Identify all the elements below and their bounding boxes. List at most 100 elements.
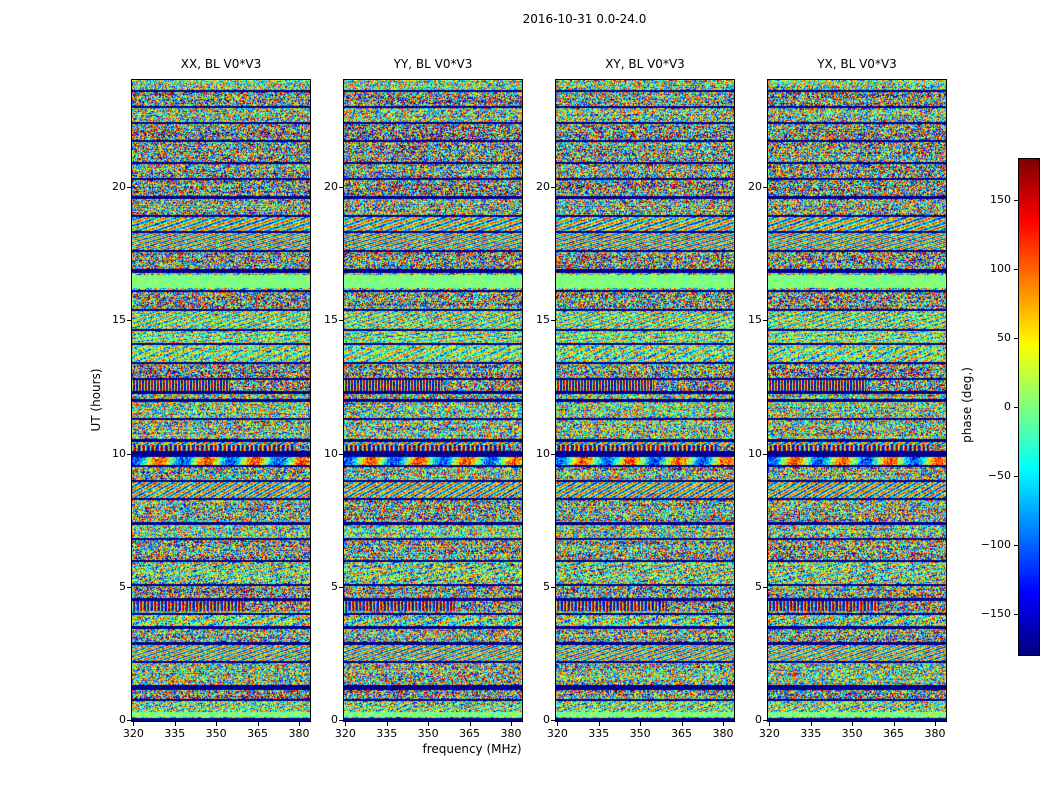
x-tick-label: 335 bbox=[588, 727, 610, 740]
y-tick-label: 20 bbox=[324, 179, 338, 193]
panel-title-xy: XY, BL V0*V3 bbox=[605, 57, 685, 71]
y-tick-mark bbox=[339, 186, 343, 188]
x-tick-label: 380 bbox=[712, 727, 734, 740]
phase-heatmap-canvas-xy bbox=[556, 80, 734, 721]
y-tick-mark bbox=[339, 320, 343, 322]
y-tick-mark bbox=[763, 186, 767, 188]
x-tick-label: 365 bbox=[459, 727, 481, 740]
colorbar-tick-mark bbox=[1014, 544, 1018, 546]
x-tick-mark bbox=[598, 722, 600, 726]
phase-heatmap-canvas-xx bbox=[132, 80, 310, 721]
x-tick-mark bbox=[640, 722, 642, 726]
y-tick-label: 10 bbox=[748, 446, 762, 460]
x-axis-label: frequency (MHz) bbox=[422, 742, 522, 756]
colorbar-tick-mark bbox=[1014, 613, 1018, 615]
y-tick-label: 20 bbox=[748, 179, 762, 193]
x-tick-label: 350 bbox=[629, 727, 651, 740]
colorbar-tick-label: 0 bbox=[1004, 400, 1011, 413]
x-tick-label: 380 bbox=[500, 727, 522, 740]
x-tick-mark bbox=[852, 722, 854, 726]
y-tick-label: 5 bbox=[331, 580, 338, 594]
y-tick-mark bbox=[551, 186, 555, 188]
y-tick-label: 15 bbox=[536, 313, 550, 327]
y-tick-mark bbox=[127, 720, 131, 721]
y-tick-mark bbox=[127, 320, 131, 322]
colorbar-tick-label: −50 bbox=[987, 468, 1011, 482]
y-tick-mark bbox=[763, 453, 767, 455]
x-tick-label: 365 bbox=[883, 727, 905, 740]
colorbar-tick-mark bbox=[1014, 269, 1018, 271]
x-tick-mark bbox=[722, 722, 724, 726]
panel-xx: XX, BL V0*V3 320 335 350 365 380 0 5 10 15 20 bbox=[112, 57, 311, 740]
x-tick-mark bbox=[557, 722, 559, 726]
x-tick-mark bbox=[133, 722, 135, 726]
x-tick-label: 350 bbox=[841, 727, 863, 740]
panel-title-yy: YY, BL V0*V3 bbox=[393, 57, 473, 71]
colorbar-tick-label: 100 bbox=[990, 262, 1011, 276]
y-tick-label: 15 bbox=[112, 313, 126, 327]
y-tick-mark bbox=[551, 587, 555, 589]
x-tick-mark bbox=[934, 722, 936, 726]
colorbar-tick-label: −150 bbox=[980, 606, 1011, 620]
y-tick-label: 0 bbox=[543, 713, 550, 726]
panel-yx: YX, BL V0*V3 320 335 350 365 380 0 5 10 15 20 bbox=[748, 57, 947, 740]
y-tick-mark bbox=[127, 587, 131, 589]
x-tick-mark bbox=[386, 722, 388, 726]
panel-yy: YY, BL V0*V3 320 335 350 365 380 0 5 10 15 20 bbox=[324, 57, 523, 740]
y-tick-mark bbox=[763, 320, 767, 322]
x-tick-mark bbox=[769, 722, 771, 726]
colorbar-gradient-canvas bbox=[1019, 159, 1039, 655]
y-tick-label: 15 bbox=[748, 313, 762, 327]
x-tick-label: 320 bbox=[334, 727, 356, 740]
y-tick-label: 10 bbox=[536, 446, 550, 460]
figure-title: 2016-10-31 0.0-24.0 bbox=[522, 12, 647, 26]
x-tick-label: 380 bbox=[924, 727, 946, 740]
y-tick-mark bbox=[763, 720, 767, 721]
panel-title-xx: XX, BL V0*V3 bbox=[180, 57, 262, 71]
colorbar-tick-label: −100 bbox=[980, 537, 1011, 551]
x-tick-mark bbox=[216, 722, 218, 726]
y-tick-label: 0 bbox=[119, 713, 126, 726]
x-tick-label: 320 bbox=[122, 727, 144, 740]
y-tick-mark bbox=[339, 720, 343, 721]
x-tick-label: 350 bbox=[417, 727, 439, 740]
panel-title-yx: YX, BL V0*V3 bbox=[817, 57, 897, 71]
x-tick-label: 335 bbox=[800, 727, 822, 740]
x-tick-mark bbox=[810, 722, 812, 726]
y-tick-mark bbox=[551, 453, 555, 455]
x-tick-label: 365 bbox=[247, 727, 269, 740]
y-tick-label: 5 bbox=[755, 580, 762, 594]
colorbar-tick-label: 150 bbox=[990, 193, 1011, 207]
colorbar-label: phase (deg.) bbox=[960, 367, 974, 443]
x-tick-mark bbox=[893, 722, 895, 726]
phase-heatmap-canvas-yx bbox=[768, 80, 946, 721]
x-tick-mark bbox=[681, 722, 683, 726]
colorbar: 150 100 50 0 −50 −100 −150 bbox=[981, 158, 1040, 656]
x-tick-mark bbox=[257, 722, 259, 726]
x-tick-label: 350 bbox=[205, 727, 227, 740]
y-tick-label: 5 bbox=[119, 580, 126, 594]
colorbar-tick-mark bbox=[1014, 475, 1018, 477]
x-tick-label: 365 bbox=[671, 727, 693, 740]
y-tick-label: 10 bbox=[324, 446, 338, 460]
y-tick-label: 5 bbox=[543, 580, 550, 594]
x-tick-label: 335 bbox=[376, 727, 398, 740]
x-tick-label: 320 bbox=[758, 727, 780, 740]
panel-xy: XY, BL V0*V3 320 335 350 365 380 0 5 10 15 20 bbox=[536, 57, 735, 740]
x-tick-mark bbox=[345, 722, 347, 726]
y-tick-label: 20 bbox=[112, 179, 126, 193]
y-tick-mark bbox=[763, 587, 767, 589]
y-tick-mark bbox=[127, 186, 131, 188]
y-tick-mark bbox=[551, 720, 555, 721]
colorbar-tick-mark bbox=[1014, 407, 1018, 408]
y-tick-label: 10 bbox=[112, 446, 126, 460]
y-tick-mark bbox=[339, 453, 343, 455]
x-tick-mark bbox=[298, 722, 300, 726]
colorbar-tick-label: 50 bbox=[997, 331, 1011, 345]
x-tick-mark bbox=[174, 722, 176, 726]
x-tick-label: 335 bbox=[164, 727, 186, 740]
x-tick-label: 380 bbox=[288, 727, 310, 740]
y-tick-mark bbox=[127, 453, 131, 455]
y-tick-label: 0 bbox=[331, 713, 338, 726]
